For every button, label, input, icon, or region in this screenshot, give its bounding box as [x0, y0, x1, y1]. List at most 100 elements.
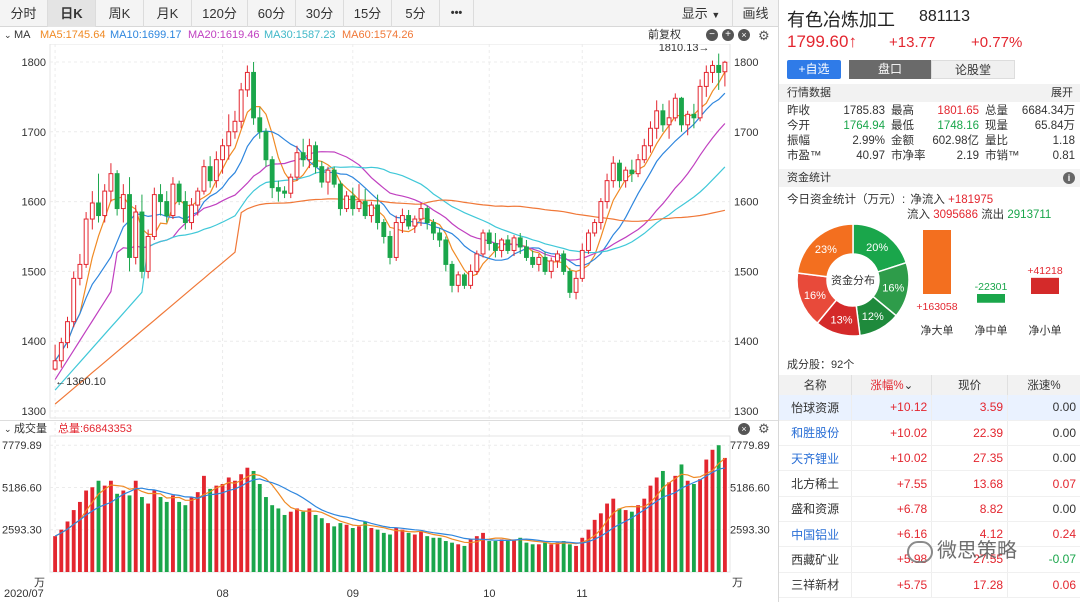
volume-bar: [326, 523, 330, 572]
volume-bar: [617, 508, 622, 572]
components-table: 名称 涨幅%⌄ 现价 涨速% 怡球资源 +10.12 3.59 0.00 和胜股份 +10…: [779, 375, 1080, 598]
candle: [461, 272, 467, 289]
close-icon[interactable]: ×: [738, 423, 750, 435]
chevron-down-icon[interactable]: ⌄: [4, 424, 12, 434]
display-menu-button[interactable]: 显示 ▼: [670, 0, 732, 27]
volume-bar: [505, 541, 510, 572]
fund-bar-value: +41218: [1027, 265, 1062, 277]
candle: [617, 159, 622, 188]
volume-bar: [332, 526, 337, 572]
stock-price-cell: 17.28: [931, 572, 1009, 598]
table-row[interactable]: 北方稀土 +7.55 13.68 0.07: [779, 470, 1080, 497]
col-change[interactable]: 涨幅%⌄: [851, 375, 933, 395]
quote-key: 今开: [787, 120, 810, 132]
candle: [344, 191, 350, 213]
volume-unit-right: 万: [732, 577, 743, 589]
components-header-row: 名称 涨幅%⌄ 现价 涨速%: [779, 375, 1080, 395]
period-tab[interactable]: 分时: [0, 0, 48, 27]
table-row[interactable]: 盛和资源 +6.78 8.82 0.00: [779, 496, 1080, 522]
volume-bar: [549, 544, 554, 572]
add-watchlist-button[interactable]: +自选: [787, 60, 841, 79]
col-name[interactable]: 名称: [779, 375, 853, 395]
volume-bar: [536, 544, 541, 572]
quote-key: 昨收: [787, 105, 810, 117]
gear-icon[interactable]: ⚙: [758, 421, 770, 436]
volume-bar: [344, 524, 349, 572]
volume-tick-right: 5186.60: [730, 482, 770, 494]
period-tab[interactable]: 15分: [344, 0, 392, 27]
candle: [362, 189, 368, 220]
chevron-down-icon[interactable]: ⌄: [4, 30, 12, 40]
period-tab[interactable]: 60分: [248, 0, 296, 27]
table-row[interactable]: 三祥新材 +5.75 17.28 0.06: [779, 572, 1080, 598]
gear-icon[interactable]: ⚙: [758, 28, 770, 43]
stock-change-cell: +6.16: [851, 521, 933, 548]
table-row[interactable]: 和胜股份 +10.02 22.39 0.00: [779, 420, 1080, 447]
close-icon[interactable]: ×: [738, 29, 750, 41]
col-price[interactable]: 现价: [931, 375, 1009, 395]
volume-bar: [462, 545, 467, 572]
fund-in-out: 流入 3095686 流出 2913711: [907, 209, 1052, 221]
candlesticks: [52, 53, 728, 371]
period-tab[interactable]: 30分: [296, 0, 344, 27]
period-tab[interactable]: 月K: [144, 0, 192, 27]
table-row[interactable]: 天齐锂业 +10.02 27.35 0.00: [779, 445, 1080, 472]
quote-value: 2.99%: [852, 135, 885, 147]
period-tab[interactable]: 5分: [392, 0, 440, 27]
price-tick-right: 1400: [734, 336, 758, 348]
candle: [685, 110, 691, 136]
zoom-in-icon[interactable]: +: [722, 29, 734, 41]
candle: [424, 205, 430, 230]
candle: [201, 159, 207, 195]
candle: [120, 184, 126, 223]
table-row[interactable]: 怡球资源 +10.12 3.59 0.00: [779, 395, 1080, 421]
date-tick: 09: [347, 588, 359, 600]
volume-bar: [394, 528, 399, 572]
price-plot-frame: [49, 43, 731, 419]
volume-tick-right: 7779.89: [730, 440, 770, 452]
expand-link[interactable]: 展开: [1051, 87, 1073, 99]
table-row[interactable]: 中国铝业 +6.16 4.12 0.24: [779, 521, 1080, 548]
date-tick: 08: [217, 588, 229, 600]
tab-panel-quote[interactable]: 盘口: [849, 60, 931, 79]
table-row[interactable]: 西藏矿业 +5.98 27.55 -0.07: [779, 546, 1080, 573]
volume-bar: [611, 498, 616, 572]
stock-change-cell: +10.12: [851, 395, 933, 421]
candle: [164, 191, 170, 223]
quote-key: 最高: [891, 105, 914, 117]
kline-chart[interactable]: 1300 1300 1400 1400 1500 1500 1600 1600 1700 1700…: [0, 0, 778, 602]
candle: [139, 194, 145, 279]
period-tab[interactable]: 日K: [48, 0, 96, 27]
stock-speed-cell: 0.06: [1007, 572, 1080, 598]
stock-speed-cell: 0.00: [1007, 445, 1080, 472]
tab-forum[interactable]: 论股堂: [931, 60, 1015, 79]
volume-bar: [722, 457, 727, 572]
volume-title[interactable]: 成交量: [14, 423, 47, 435]
more-periods-button[interactable]: •••: [440, 0, 474, 27]
candle: [393, 215, 399, 261]
candle: [375, 194, 381, 230]
stock-name-cell: 盛和资源: [779, 496, 853, 522]
volume-bar: [239, 474, 244, 572]
volume-bar: [605, 503, 609, 572]
stock-name-cell: 怡球资源: [779, 395, 853, 421]
zoom-out-icon[interactable]: −: [706, 29, 718, 41]
draw-line-button[interactable]: 画线: [732, 0, 778, 27]
candle: [691, 103, 697, 129]
col-speed[interactable]: 涨速%: [1007, 375, 1080, 395]
volume-bar: [282, 514, 287, 572]
candle: [294, 145, 300, 181]
price-tick-right: 1800: [734, 57, 758, 69]
candle: [604, 173, 610, 209]
wechat-icon: [907, 540, 933, 563]
candle: [666, 100, 672, 139]
info-icon[interactable]: i: [1063, 172, 1075, 184]
volume-bar: [276, 508, 281, 572]
period-tab[interactable]: 120分: [192, 0, 248, 27]
candle: [207, 156, 213, 188]
candle: [275, 180, 281, 202]
indicator-type[interactable]: MA: [14, 29, 31, 41]
high-annotation: 1810.13→: [659, 42, 710, 54]
period-tab[interactable]: 周K: [96, 0, 144, 27]
candle: [133, 205, 139, 265]
